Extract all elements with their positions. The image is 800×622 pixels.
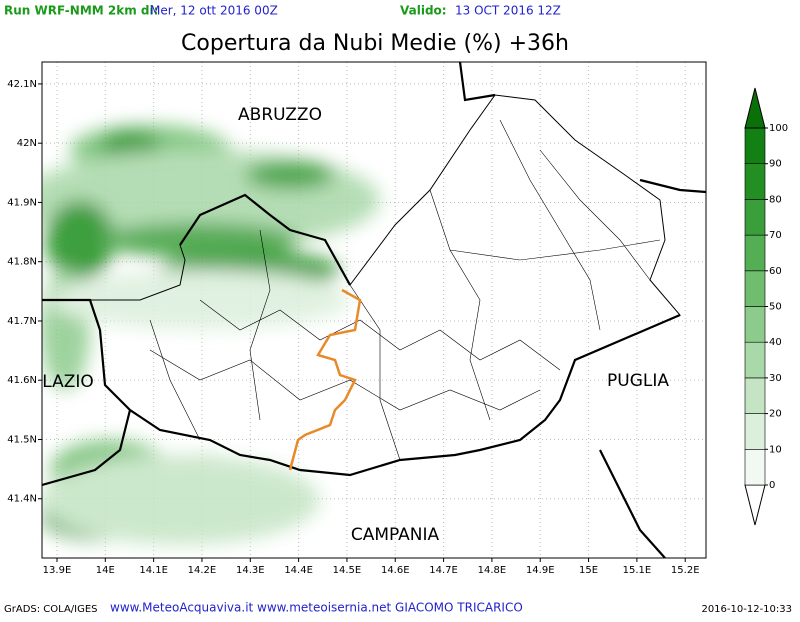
x-tick-label: 14.1E (139, 565, 168, 576)
region-label: LAZIO (42, 372, 94, 392)
borders (42, 62, 706, 558)
y-tick-label: 41.7N (7, 316, 37, 327)
x-tick-label: 14E (96, 565, 115, 576)
colorbar-label: 30 (769, 373, 782, 384)
y-tick-label: 41.4N (7, 494, 37, 505)
colorbar-label: 60 (769, 266, 782, 277)
colorbar-box (744, 234, 766, 272)
y-tick-label: 41.6N (7, 375, 37, 386)
x-tick-label: 15.1E (623, 565, 652, 576)
colorbar-box (744, 448, 766, 486)
colorbar-box (744, 199, 766, 236)
colorbar-arrow-high (744, 87, 766, 129)
map-area: ABRUZZO LAZIO PUGLIA CAMPANIA (42, 62, 706, 558)
map-frame (41, 61, 707, 559)
x-tick-label: 14.4E (284, 565, 313, 576)
colorbar-label: 70 (769, 230, 782, 241)
run-label: Run WRF-NMM 2km di: (4, 4, 158, 18)
timestamp: 2016-10-12-10:33 (701, 604, 792, 615)
x-tick-label: 14.7E (429, 565, 458, 576)
software-credit: GrADS: COLA/IGES (4, 604, 98, 615)
x-tick-label: 14.3E (236, 565, 265, 576)
colorbar-box (744, 127, 766, 165)
x-tick-label: 14.8E (478, 565, 507, 576)
colorbar-label: 100 (769, 123, 788, 134)
colorbar-label: 0 (769, 480, 775, 491)
cloud-field (42, 125, 380, 545)
valid-date: 13 OCT 2016 12Z (455, 4, 561, 18)
x-tick-label: 14.9E (526, 565, 555, 576)
map-title: Copertura da Nubi Medie (%) +36h (181, 31, 569, 56)
site-credits: www.MeteoAcquaviva.it www.meteoisernia.n… (110, 601, 523, 615)
colorbar-box (744, 163, 766, 200)
region-label: CAMPANIA (351, 525, 440, 545)
colorbar-box (744, 341, 766, 379)
region-label: ABRUZZO (238, 105, 322, 125)
colorbar-box (744, 413, 766, 450)
colorbar-label: 50 (769, 302, 782, 313)
x-tick-label: 14.2E (188, 565, 217, 576)
x-tick-label: 13.9E (43, 565, 72, 576)
x-tick-label: 14.6E (381, 565, 410, 576)
x-tick-label: 15E (579, 565, 598, 576)
y-tick-label: 41.8N (7, 257, 37, 268)
y-tick-label: 42.1N (7, 79, 37, 90)
colorbar-box (744, 306, 766, 343)
colorbar-box (744, 270, 766, 307)
colorbar-box (744, 377, 766, 414)
y-tick-label: 42N (17, 138, 37, 149)
colorbar-arrow-low (744, 484, 766, 526)
x-tick-label: 14.5E (333, 565, 362, 576)
y-tick-label: 41.5N (7, 434, 37, 445)
y-tick-label: 41.9N (7, 197, 37, 208)
colorbar-label: 80 (769, 194, 782, 205)
colorbar-label: 90 (769, 159, 782, 170)
valid-label: Valido: (400, 4, 447, 18)
run-date: Mer, 12 ott 2016 00Z (150, 4, 278, 18)
colorbar-label: 10 (769, 444, 782, 455)
colorbar-label: 40 (769, 337, 782, 348)
colorbar-label: 20 (769, 409, 782, 420)
region-label: PUGLIA (607, 371, 669, 391)
x-tick-label: 15.2E (671, 565, 700, 576)
